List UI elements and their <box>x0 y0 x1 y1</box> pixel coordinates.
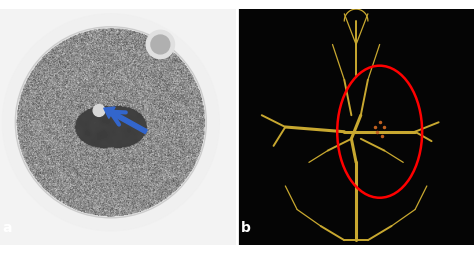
Text: a: a <box>2 221 12 235</box>
Text: b: b <box>240 221 250 235</box>
Circle shape <box>93 105 105 116</box>
FancyArrow shape <box>104 107 147 134</box>
Circle shape <box>146 30 174 59</box>
Circle shape <box>2 14 219 231</box>
Circle shape <box>17 28 205 217</box>
Circle shape <box>151 35 170 54</box>
